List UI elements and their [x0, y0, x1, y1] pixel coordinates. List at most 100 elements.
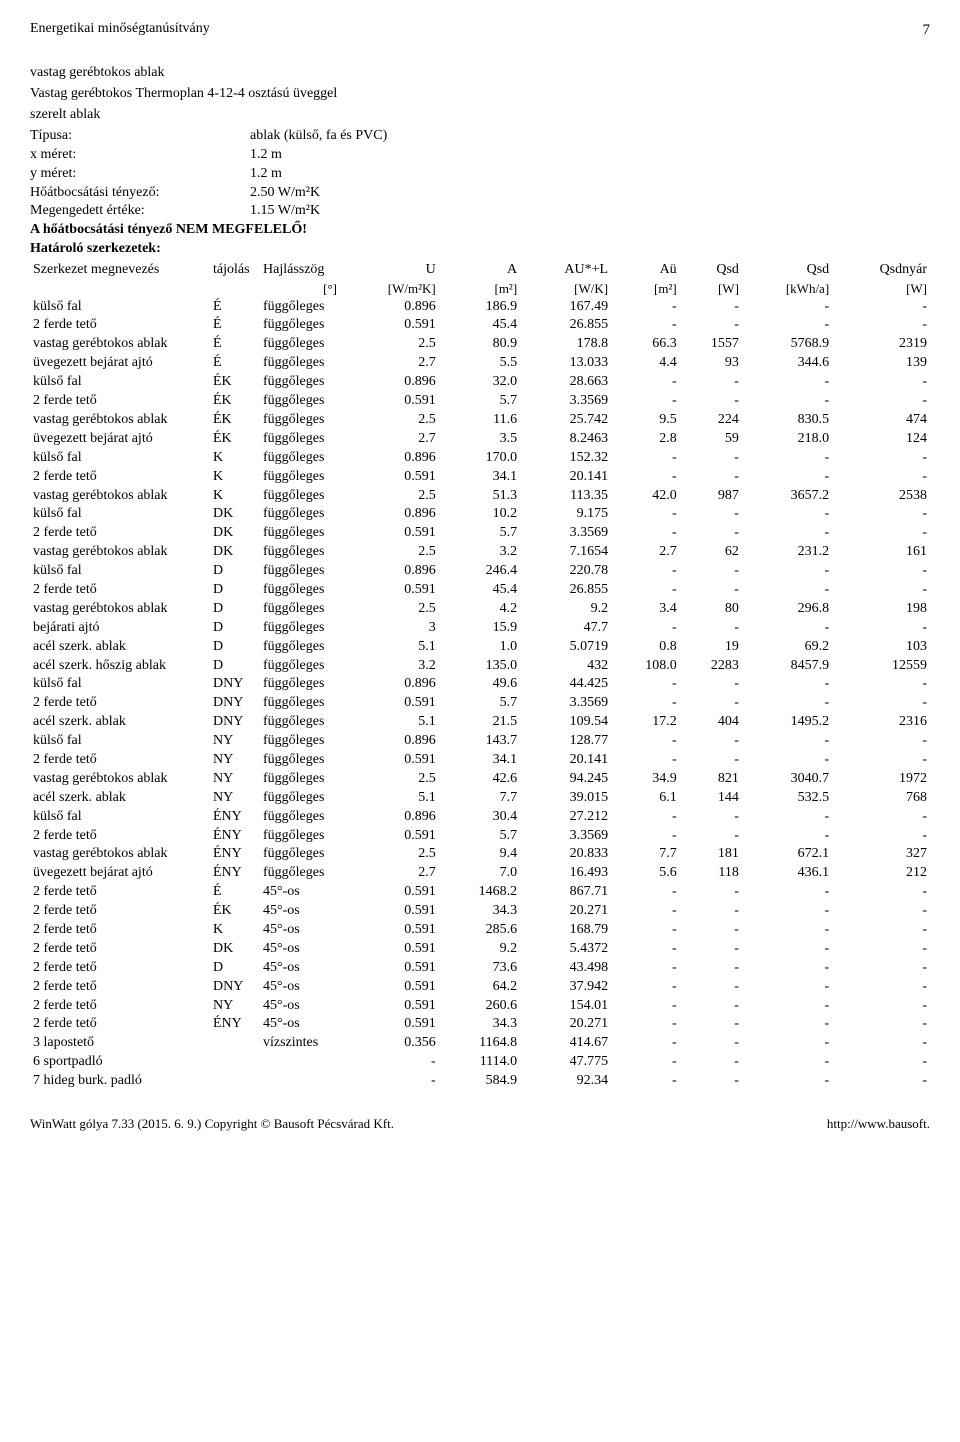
cell: 3.3569: [520, 524, 611, 543]
table-row: üvegezett bejárat ajtóÉfüggőleges2.75.51…: [30, 354, 930, 373]
data-table: Szerkezet megnevezés tájolás Hajlásszög …: [30, 261, 930, 1091]
cell: -: [832, 940, 930, 959]
cell: -: [742, 921, 832, 940]
cell: függőleges: [260, 392, 340, 411]
cell: -: [742, 581, 832, 600]
cell: 0.896: [340, 373, 439, 392]
cell: -: [832, 562, 930, 581]
cell: -: [680, 316, 742, 335]
cell: 212: [832, 864, 930, 883]
cell: NY: [210, 732, 260, 751]
cell: 92.34: [520, 1072, 611, 1091]
cell: -: [832, 808, 930, 827]
table-row: acél szerk. hőszig ablakDfüggőleges3.213…: [30, 657, 930, 676]
cell: ÉNY: [210, 1015, 260, 1034]
cell: -: [680, 694, 742, 713]
cell: 27.212: [520, 808, 611, 827]
cell: 0.896: [340, 562, 439, 581]
cell: 5.7: [439, 524, 520, 543]
cell: 830.5: [742, 411, 832, 430]
cell: 2 ferde tető: [30, 940, 210, 959]
meg-value: 1.15 W/m²K: [250, 202, 320, 221]
cell: vastag gerébtokos ablak: [30, 600, 210, 619]
cell: 45°-os: [260, 978, 340, 997]
cell: -: [832, 1053, 930, 1072]
cell: 3: [340, 619, 439, 638]
h-szerkezet: Szerkezet megnevezés: [30, 261, 210, 280]
cell: 0.896: [340, 449, 439, 468]
cell: 2.5: [340, 770, 439, 789]
cell: 15.9: [439, 619, 520, 638]
cell: 32.0: [439, 373, 520, 392]
cell: 3.3569: [520, 694, 611, 713]
cell: ÉK: [210, 392, 260, 411]
cell: 118: [680, 864, 742, 883]
cell: függőleges: [260, 713, 340, 732]
cell: 0.591: [340, 694, 439, 713]
h-a: A: [439, 261, 520, 280]
h-tajolas: tájolás: [210, 261, 260, 280]
cell: 93: [680, 354, 742, 373]
unit-row: [°] [W/m²K] [m²] [W/K] [m²] [W] [kWh/a] …: [30, 280, 930, 298]
cell: vastag gerébtokos ablak: [30, 487, 210, 506]
header-title: Energetikai minőségtanúsítvány: [30, 20, 210, 40]
u-qsdnyar: [W]: [832, 280, 930, 298]
cell: 5.5: [439, 354, 520, 373]
cell: -: [611, 921, 680, 940]
cell: függőleges: [260, 430, 340, 449]
cell: -: [611, 1034, 680, 1053]
cell: 34.3: [439, 1015, 520, 1034]
cell: 2 ferde tető: [30, 959, 210, 978]
cell: -: [742, 562, 832, 581]
cell: -: [742, 1015, 832, 1034]
table-row: bejárati ajtóDfüggőleges315.947.7----: [30, 619, 930, 638]
cell: -: [742, 505, 832, 524]
cell: -: [832, 373, 930, 392]
cell: üvegezett bejárat ajtó: [30, 430, 210, 449]
cell: -: [680, 619, 742, 638]
intro-line1: vastag gerébtokos ablak: [30, 64, 930, 83]
cell: 327: [832, 845, 930, 864]
cell: 5.0719: [520, 638, 611, 657]
cell: -: [340, 1053, 439, 1072]
h-qsdnyar: Qsdnyár: [832, 261, 930, 280]
cell: függőleges: [260, 562, 340, 581]
cell: 260.6: [439, 997, 520, 1016]
cell: DK: [210, 524, 260, 543]
cell: 17.2: [611, 713, 680, 732]
cell: acél szerk. ablak: [30, 713, 210, 732]
cell: 0.591: [340, 940, 439, 959]
cell: -: [680, 1072, 742, 1091]
table-row: 6 sportpadló-1114.047.775----: [30, 1053, 930, 1072]
cell: 2.7: [340, 430, 439, 449]
cell: -: [742, 675, 832, 694]
cell: 2.5: [340, 600, 439, 619]
cell: 5768.9: [742, 335, 832, 354]
cell: üvegezett bejárat ajtó: [30, 864, 210, 883]
h-qsd1: Qsd: [680, 261, 742, 280]
cell: 2 ferde tető: [30, 524, 210, 543]
cell: külső fal: [30, 732, 210, 751]
table-row: vastag gerébtokos ablakÉfüggőleges2.580.…: [30, 335, 930, 354]
cell: 2 ferde tető: [30, 827, 210, 846]
cell: -: [680, 940, 742, 959]
cell: -: [680, 449, 742, 468]
hatarolo-label: Határoló szerkezetek:: [30, 240, 930, 259]
table-row: vastag gerébtokos ablakÉNYfüggőleges2.59…: [30, 845, 930, 864]
cell: -: [832, 732, 930, 751]
cell: -: [611, 694, 680, 713]
cell: -: [680, 1015, 742, 1034]
cell: K: [210, 487, 260, 506]
cell: 167.49: [520, 298, 611, 317]
cell: 152.32: [520, 449, 611, 468]
u-au: [m²]: [611, 280, 680, 298]
intro-line3: szerelt ablak: [30, 106, 930, 125]
cell: -: [742, 524, 832, 543]
cell: acél szerk. hőszig ablak: [30, 657, 210, 676]
cell: 2 ferde tető: [30, 316, 210, 335]
cell: DNY: [210, 978, 260, 997]
cell: 0.356: [340, 1034, 439, 1053]
cell: 821: [680, 770, 742, 789]
cell: 987: [680, 487, 742, 506]
cell: 26.855: [520, 316, 611, 335]
